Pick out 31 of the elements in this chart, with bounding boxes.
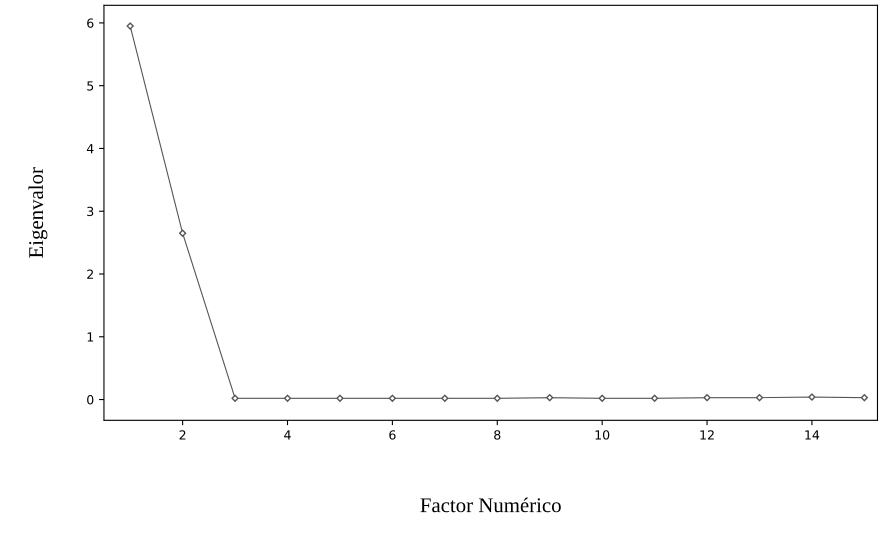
point bbox=[178, 230, 186, 237]
point bbox=[598, 394, 606, 402]
y-tick-label: 6 bbox=[87, 18, 94, 28]
x-tick-label: 2 bbox=[180, 430, 186, 440]
point bbox=[336, 394, 344, 402]
point bbox=[494, 394, 501, 402]
point bbox=[284, 394, 292, 402]
y-tick-label: 0 bbox=[87, 395, 94, 404]
point bbox=[756, 394, 764, 402]
point bbox=[388, 394, 396, 402]
y-tick-label: 5 bbox=[87, 81, 94, 91]
point bbox=[231, 394, 239, 402]
x-tick-label: 12 bbox=[700, 430, 714, 440]
x-axis-title: Factor Numérico bbox=[420, 498, 561, 512]
y-tick-label: 2 bbox=[87, 269, 93, 279]
point bbox=[860, 394, 868, 402]
point bbox=[126, 22, 134, 30]
y-axis-title: Eigenvalor bbox=[28, 167, 48, 258]
point bbox=[703, 394, 711, 402]
x-tick-label: 6 bbox=[389, 430, 396, 440]
y-tick-label: 4 bbox=[86, 144, 94, 154]
point bbox=[441, 394, 448, 402]
y-tick-label: 1 bbox=[88, 332, 94, 342]
point bbox=[808, 393, 816, 401]
x-tick-label: 14 bbox=[805, 430, 820, 440]
x-tick-label: 4 bbox=[284, 430, 291, 440]
x-tick-label: 8 bbox=[494, 430, 500, 440]
point bbox=[546, 394, 554, 402]
point bbox=[650, 394, 658, 402]
x-tick-label: 10 bbox=[596, 430, 610, 440]
y-tick-label: 3 bbox=[87, 206, 94, 216]
